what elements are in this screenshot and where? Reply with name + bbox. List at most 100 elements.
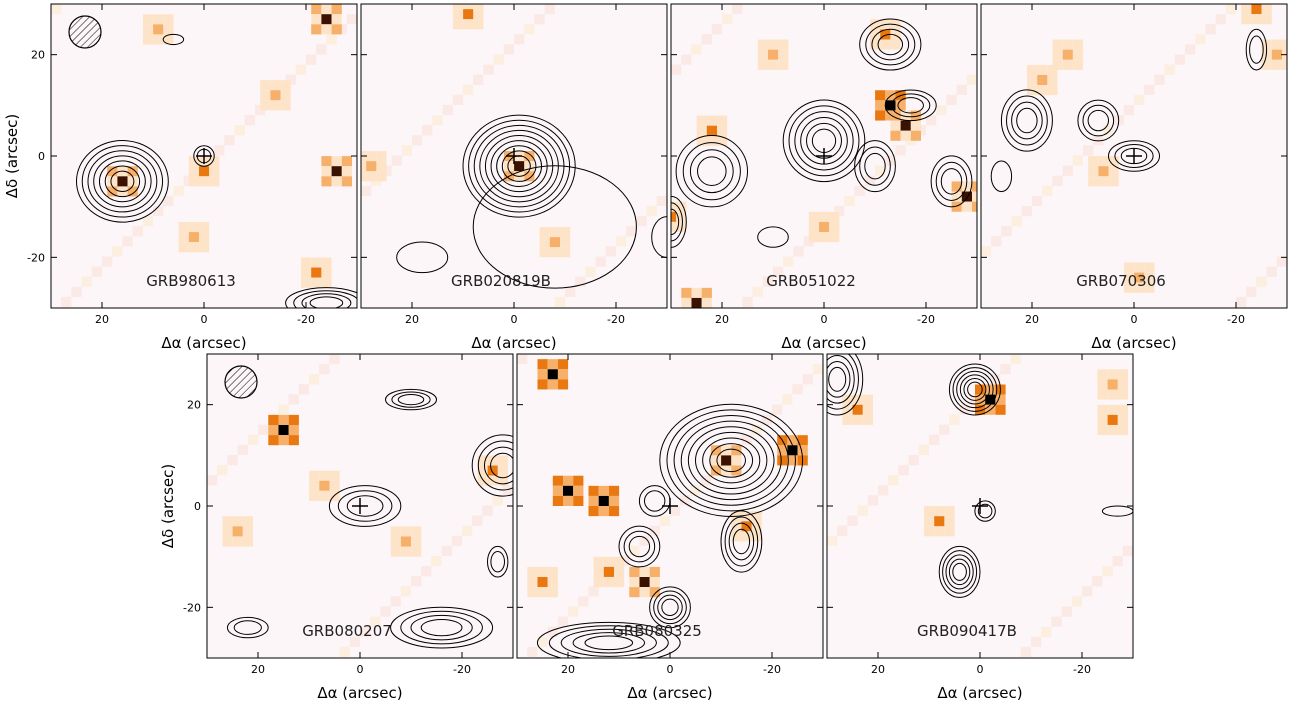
- pixel: [751, 511, 762, 522]
- pixel: [537, 566, 548, 577]
- pixel: [900, 120, 911, 131]
- pixel: [946, 94, 957, 105]
- pixel: [524, 171, 535, 182]
- pixel: [1205, 24, 1216, 35]
- pixel: [390, 526, 401, 537]
- image-content: [827, 354, 1133, 657]
- contour: [897, 97, 924, 114]
- pixel: [629, 577, 640, 588]
- pixel: [222, 536, 233, 547]
- pixel: [649, 577, 660, 588]
- y-tick-label: 0: [38, 150, 45, 163]
- pixel: [565, 286, 576, 297]
- pixel: [890, 39, 901, 50]
- pixel: [608, 506, 620, 517]
- pixel: [639, 577, 650, 588]
- pixel: [217, 465, 228, 476]
- contour: [974, 500, 996, 522]
- pixel: [401, 145, 412, 156]
- pixel: [885, 100, 896, 111]
- pixel: [878, 485, 889, 496]
- pixel: [411, 576, 422, 587]
- pixel: [777, 445, 788, 456]
- pixel: [895, 100, 906, 111]
- pixel: [199, 166, 210, 177]
- pixel: [701, 287, 712, 298]
- pixel: [870, 29, 881, 40]
- pixel: [346, 14, 357, 25]
- pixel: [890, 110, 901, 121]
- pixel: [900, 130, 911, 141]
- pixel: [288, 414, 299, 425]
- pixel: [603, 576, 614, 588]
- pixel: [1052, 49, 1063, 60]
- pixel: [1102, 566, 1113, 577]
- pixel: [188, 166, 199, 177]
- pixel: [573, 485, 584, 496]
- pixel: [829, 221, 840, 233]
- pixel: [908, 455, 919, 466]
- pixel: [537, 636, 548, 647]
- pixel: [573, 475, 584, 486]
- x-axis-label: Δα (arcsec): [937, 684, 1022, 702]
- pixel: [1256, 276, 1267, 287]
- pixel: [311, 277, 322, 288]
- panel: 20 0 -20 GRB051022 Δα (arcsec): [670, 3, 978, 352]
- pixel: [563, 475, 574, 486]
- contour: [490, 551, 506, 573]
- contour: [724, 516, 759, 567]
- pixel: [183, 175, 194, 186]
- pixel: [188, 221, 199, 233]
- contour: [827, 355, 855, 404]
- contour: [952, 562, 967, 581]
- pixel: [842, 414, 853, 425]
- pixel: [802, 374, 813, 385]
- pixel: [603, 566, 614, 577]
- pixel: [690, 485, 701, 496]
- pixel: [1117, 404, 1128, 415]
- pixel: [629, 587, 640, 598]
- pixel: [288, 394, 299, 405]
- contour: [854, 140, 896, 193]
- contour: [309, 296, 344, 308]
- contour: [682, 142, 741, 201]
- contour: [675, 135, 748, 208]
- pixel: [671, 64, 682, 75]
- pixel: [1282, 39, 1287, 50]
- pixel: [787, 435, 798, 446]
- pixel: [227, 455, 238, 466]
- pixel: [880, 39, 891, 50]
- pixel: [1037, 75, 1048, 86]
- contour: [390, 606, 494, 649]
- x-axis-label: Δα (arcsec): [161, 334, 246, 352]
- pixel: [1144, 262, 1155, 273]
- pixel: [142, 24, 154, 35]
- pixel: [1107, 379, 1118, 390]
- pixel: [639, 587, 650, 598]
- contour: [110, 170, 135, 193]
- contour: [689, 149, 734, 194]
- pixel: [1083, 145, 1094, 156]
- pixel: [311, 24, 322, 35]
- contour: [483, 446, 513, 485]
- pixel: [376, 171, 387, 182]
- pixel: [1098, 176, 1109, 187]
- pixel: [929, 434, 940, 445]
- x-tick-label: -20: [453, 663, 471, 676]
- contour: [490, 452, 513, 479]
- pixel: [326, 34, 337, 45]
- pixel: [527, 587, 538, 598]
- pixel: [575, 276, 586, 287]
- pixel: [163, 24, 174, 35]
- pixel: [557, 359, 569, 370]
- contour: [618, 525, 661, 568]
- pixel: [178, 232, 189, 243]
- pixel: [214, 145, 225, 156]
- pixel: [731, 521, 742, 532]
- pixel: [568, 606, 579, 617]
- pixel: [981, 246, 992, 257]
- pixel: [539, 227, 550, 238]
- pixel: [1266, 266, 1277, 277]
- pixel: [827, 535, 838, 546]
- pixel: [924, 526, 935, 537]
